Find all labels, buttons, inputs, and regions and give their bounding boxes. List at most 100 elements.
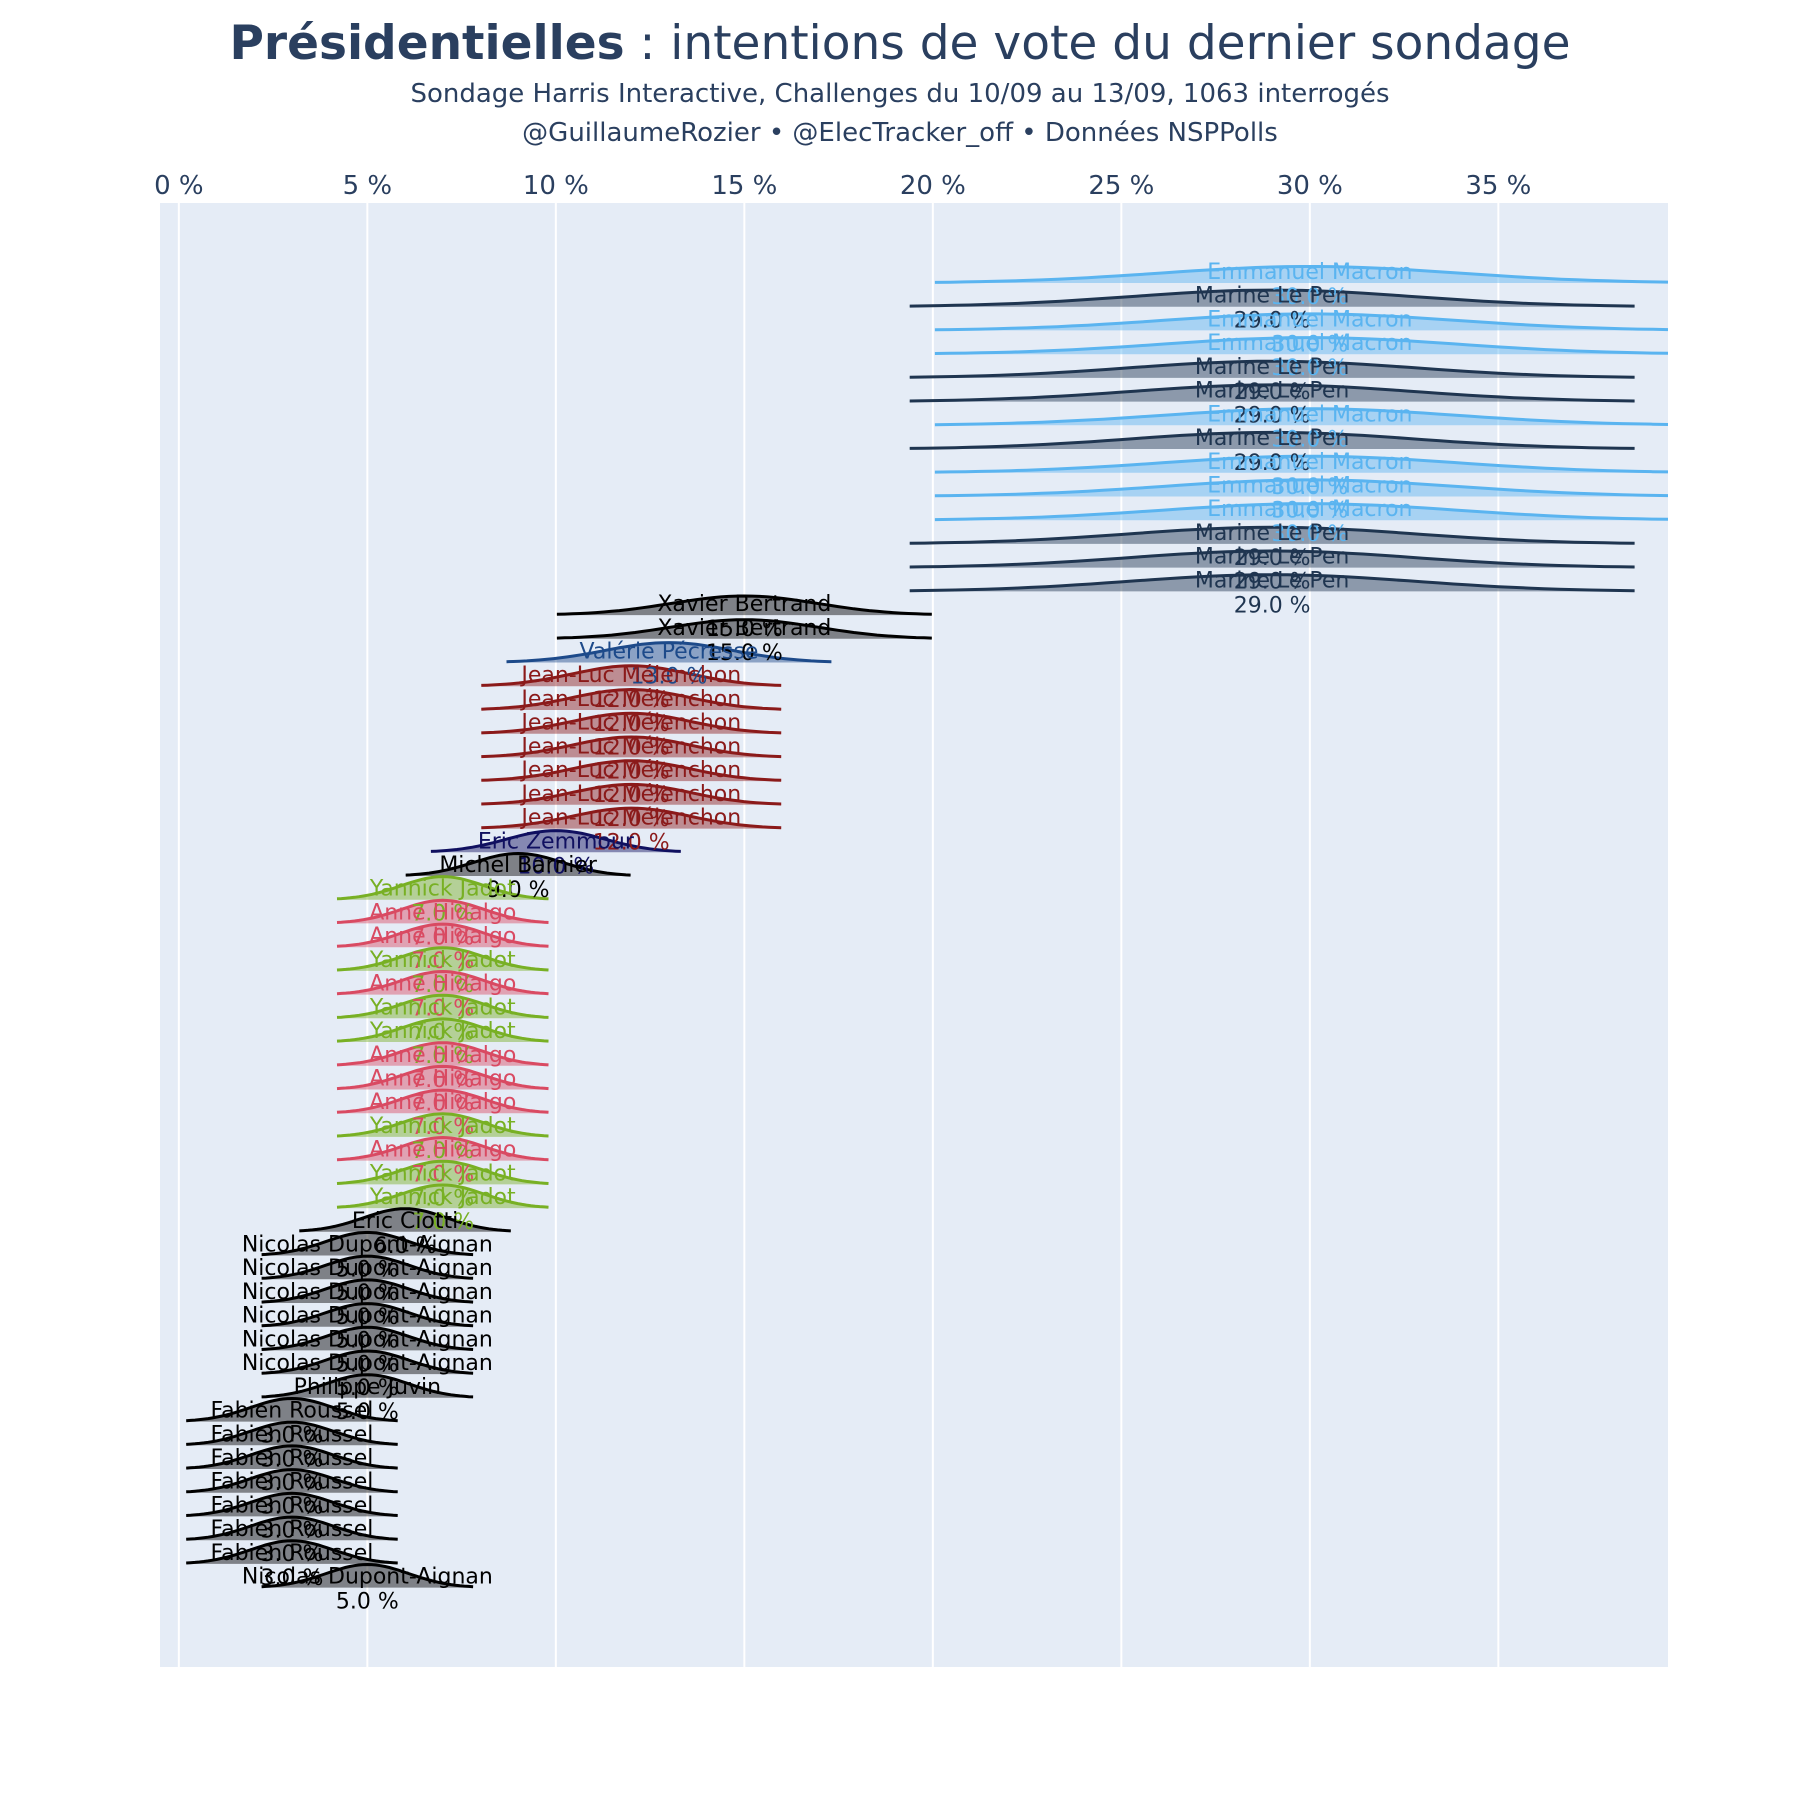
data-label: 5.0 %: [336, 1305, 399, 1330]
x-tick-label: 15 %: [711, 171, 777, 201]
violin-fill: [909, 290, 1635, 307]
violin-marine-le-pen: [909, 573, 1635, 593]
candidate-name-label: Fabien Roussel: [210, 1493, 373, 1518]
x-tick-label: 35 %: [1465, 171, 1531, 201]
data-label: 10.0 %: [517, 854, 594, 879]
violin-jean-luc-melenchon: [481, 782, 782, 806]
violin-outline: [909, 383, 1635, 403]
violin-outline: [481, 735, 782, 759]
data-label: 7.0 %: [411, 1068, 474, 1093]
candidate-name-label: Fabien Roussel: [210, 1541, 373, 1566]
violin-outline: [261, 1562, 474, 1589]
violin-emmanuel-macron: [934, 478, 1669, 498]
violin-marine-le-pen: [909, 383, 1635, 403]
violin-outline: [909, 549, 1635, 569]
candidate-name-label: Emmanuel Macron: [1207, 497, 1412, 522]
violin-emmanuel-macron: [934, 407, 1669, 427]
violin-outline: [261, 1230, 474, 1257]
violin-valerie-pecresse: [506, 641, 832, 664]
violin-fill: [481, 784, 782, 805]
violin-outline: [481, 664, 782, 687]
violin-jean-luc-melenchon: [481, 806, 782, 830]
violin-fabien-roussel: [186, 1468, 398, 1494]
candidate-name-label: Jean-Luc Mélenchon: [519, 758, 741, 783]
violin-fill: [337, 1185, 549, 1209]
violin-outline: [506, 641, 832, 664]
candidate-name-label: Fabien Roussel: [210, 1399, 373, 1424]
data-label: 13.0 %: [631, 665, 708, 690]
violin-fill: [186, 1540, 398, 1564]
violin-fill: [261, 1351, 474, 1375]
data-label: 30.0 %: [1271, 332, 1348, 357]
violin-fill: [556, 596, 932, 616]
candidate-name-label: Marine Le Pen: [1195, 284, 1349, 309]
data-label: 12.0 %: [593, 712, 670, 737]
data-label: 7.0 %: [411, 925, 474, 950]
violin-fabien-roussel: [186, 1420, 398, 1446]
data-label: 7.0 %: [411, 973, 474, 998]
data-label: 7.0 %: [411, 949, 474, 974]
candidate-name-label: Marine Le Pen: [1195, 355, 1349, 380]
violin-marine-le-pen: [909, 430, 1635, 450]
data-label: 7.0 %: [411, 1139, 474, 1164]
candidate-name-label: Yannick Jadot: [369, 1185, 516, 1210]
violin-outline: [934, 454, 1669, 474]
candidate-name-label: Nicolas Dupont-Aignan: [242, 1351, 493, 1376]
data-label: 7.0 %: [411, 902, 474, 927]
violin-yannick-jadot: [336, 1183, 549, 1209]
violin-yannick-jadot: [336, 946, 549, 972]
violin-anne-hidalgo: [336, 1041, 549, 1067]
candidate-name-label: Eric Ciotti: [352, 1209, 458, 1234]
violin-outline: [336, 969, 549, 996]
violin-fill: [909, 551, 1635, 568]
candidate-name-label: Anne Hidalgo: [369, 1043, 516, 1068]
candidate-name-label: Fabien Roussel: [210, 1517, 373, 1542]
candidate-name-label: Yannick Jadot: [369, 1114, 516, 1139]
violin-fill: [337, 876, 549, 900]
candidate-name-label: Marine Le Pen: [1195, 521, 1349, 546]
candidate-name-label: Anne Hidalgo: [369, 1066, 516, 1091]
violin-fill: [481, 808, 782, 829]
candidate-name-label: Marine Le Pen: [1195, 426, 1349, 451]
violin-nicolas-dupont-aignan: [261, 1562, 474, 1589]
candidate-name-label: Eric Zemmour: [478, 829, 635, 854]
violin-outline: [934, 265, 1669, 284]
candidate-name-label: Jean-Luc Mélenchon: [519, 687, 741, 712]
violin-outline: [261, 1278, 474, 1304]
violin-outline: [934, 312, 1669, 332]
data-label: 12.0 %: [593, 831, 670, 856]
candidate-name-label: Anne Hidalgo: [369, 1090, 516, 1115]
data-label: 29.0 %: [1234, 593, 1311, 618]
violin-marine-le-pen: [909, 549, 1635, 569]
data-label: 29.0 %: [1234, 451, 1311, 476]
violin-yannick-jadot: [336, 1112, 549, 1138]
violin-fill: [261, 1279, 474, 1303]
violin-fill: [261, 1256, 474, 1280]
candidate-name-label: Michel Barnier: [439, 853, 598, 878]
violin-fabien-roussel: [186, 1491, 398, 1517]
violin-outline: [430, 829, 681, 853]
violin-fill: [430, 830, 681, 853]
violin-outline: [261, 1254, 474, 1280]
data-label: 7.0 %: [411, 1186, 474, 1211]
violin-emmanuel-macron: [934, 336, 1669, 355]
violin-outline: [261, 1302, 474, 1328]
candidate-name-label: Anne Hidalgo: [369, 900, 516, 925]
violin-outline: [261, 1325, 474, 1351]
x-tick-label: 30 %: [1277, 171, 1343, 201]
violin-outline: [186, 1444, 398, 1470]
violin-anne-hidalgo: [336, 1135, 549, 1162]
violin-fill: [481, 665, 782, 687]
data-label: 7.0 %: [411, 1163, 474, 1188]
violin-yannick-jadot: [336, 875, 549, 901]
data-label: 15.0 %: [706, 641, 783, 666]
candidate-name-label: Philippe Juvin: [294, 1375, 442, 1400]
violin-fill: [261, 1303, 474, 1327]
x-tick-label: 0 %: [154, 171, 204, 201]
data-label: 7.0 %: [411, 1020, 474, 1045]
violin-fill: [909, 527, 1635, 544]
violin-fill: [934, 479, 1668, 497]
violin-outline: [186, 1420, 398, 1446]
violin-marine-le-pen: [909, 288, 1635, 308]
violin-jean-luc-melenchon: [481, 664, 782, 687]
